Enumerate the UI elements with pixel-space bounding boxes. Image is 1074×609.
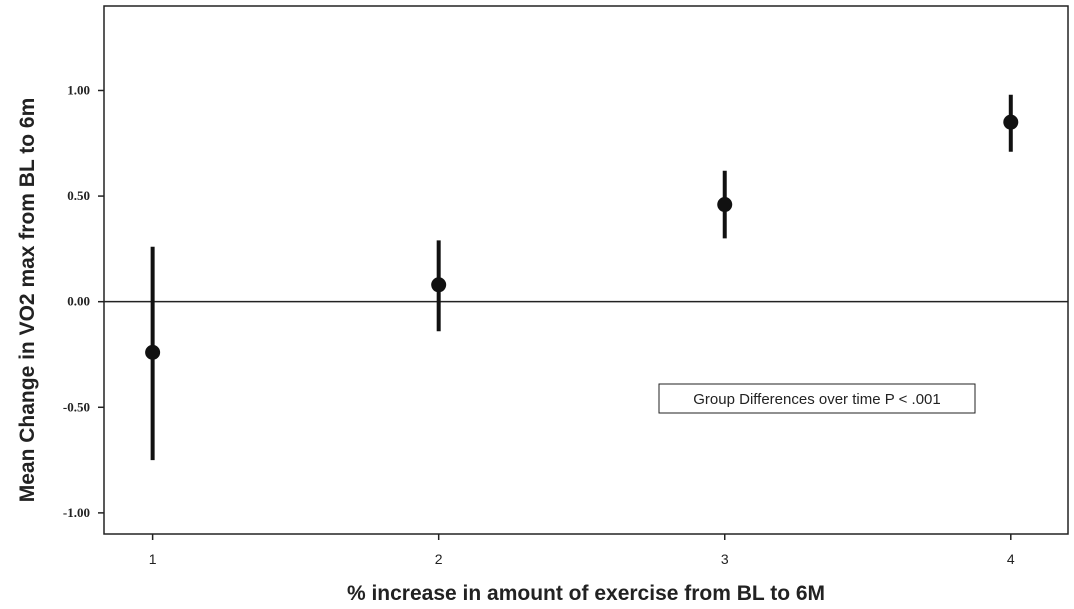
x-tick-label: 3 xyxy=(721,551,729,567)
plot-frame xyxy=(103,5,1069,535)
annotation-box: Group Differences over time P < .001 xyxy=(658,383,976,414)
x-axis-title: % increase in amount of exercise from BL… xyxy=(347,582,825,605)
y-tick-label: 1.00 xyxy=(67,82,90,97)
y-axis-ticks: -1.00 -0.50 0.00 0.50 1.00 xyxy=(63,82,104,520)
annotation-text: Group Differences over time P < .001 xyxy=(693,391,941,408)
mean-point xyxy=(145,344,161,360)
data-marks xyxy=(145,94,1019,461)
y-tick-label: 0.00 xyxy=(67,294,90,309)
x-axis-ticks: 1 2 3 4 xyxy=(149,534,1015,567)
x-tick-label: 1 xyxy=(149,551,157,567)
y-tick-label: -0.50 xyxy=(63,399,90,414)
x-tick-label: 2 xyxy=(435,551,443,567)
mean-point xyxy=(431,277,447,293)
mean-point xyxy=(717,197,733,213)
x-tick-label: 4 xyxy=(1007,551,1015,567)
y-tick-label: 0.50 xyxy=(67,188,90,203)
y-tick-label: -1.00 xyxy=(63,505,90,520)
mean-point xyxy=(1003,114,1019,130)
y-axis-title: Mean Change in VO2 max from BL to 6m xyxy=(16,98,39,503)
